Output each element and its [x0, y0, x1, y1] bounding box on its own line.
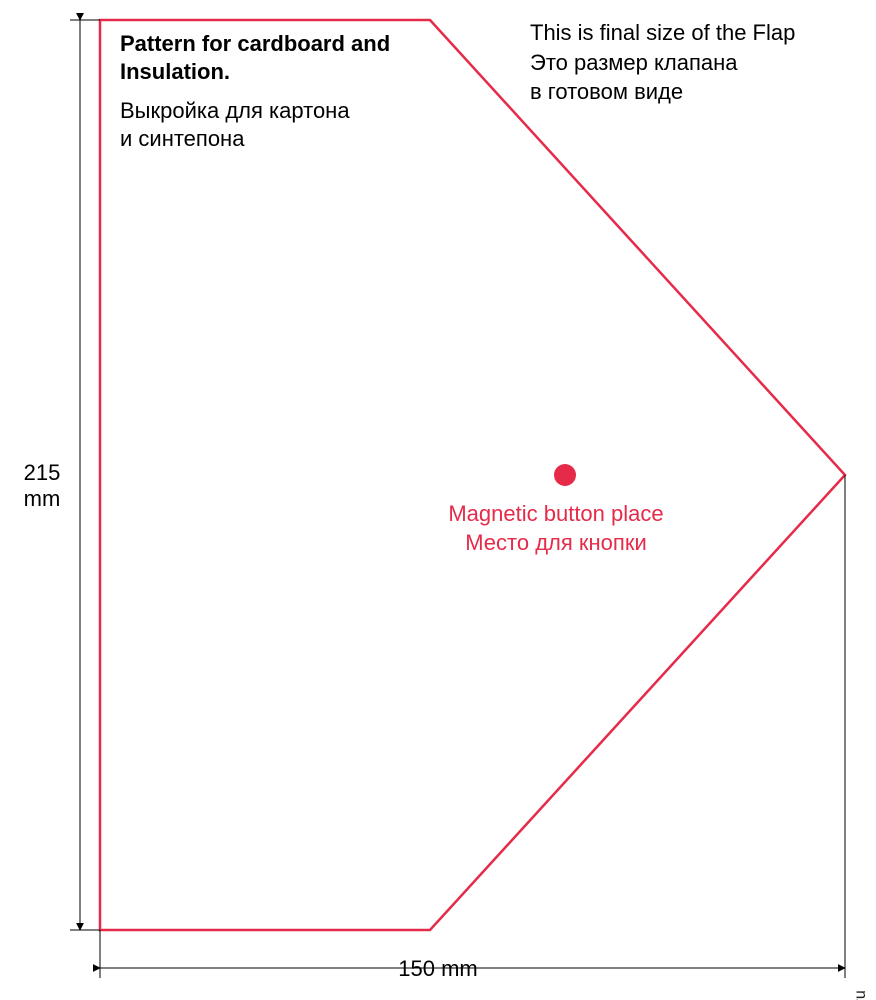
magnetic-button-label: Magnetic button place Место для кнопки [0, 500, 876, 557]
dim-horizontal-label: 150 mm [0, 956, 876, 982]
note-en: This is final size of the Flap [530, 18, 850, 48]
title-ru-line2: и синтепона [120, 126, 244, 151]
title-block: Pattern for cardboard and Insulation. Вы… [120, 30, 410, 152]
button-label-ru: Место для кнопки [448, 529, 663, 558]
title-en-line2: Insulation. [120, 59, 230, 84]
flap-outline [100, 20, 845, 930]
dim-h-value: 150 mm [398, 956, 477, 981]
button-label-en: Magnetic button place [448, 500, 663, 529]
title-en-line1: Pattern for cardboard and [120, 31, 390, 56]
dim-v-value: 215 [24, 460, 61, 485]
title-ru: Выкройка для картона и синтепона [120, 97, 410, 152]
watermark: blinovacolor.livemaster.ru [852, 990, 870, 1000]
magnetic-button-dot [554, 464, 576, 486]
note-block: This is final size of the Flap Это разме… [530, 18, 850, 107]
note-ru-line1: Это размер клапана [530, 48, 850, 78]
pattern-canvas: Pattern for cardboard and Insulation. Вы… [0, 0, 876, 1000]
note-ru-line2: в готовом виде [530, 77, 850, 107]
title-ru-line1: Выкройка для картона [120, 98, 350, 123]
title-en: Pattern for cardboard and Insulation. [120, 30, 410, 85]
